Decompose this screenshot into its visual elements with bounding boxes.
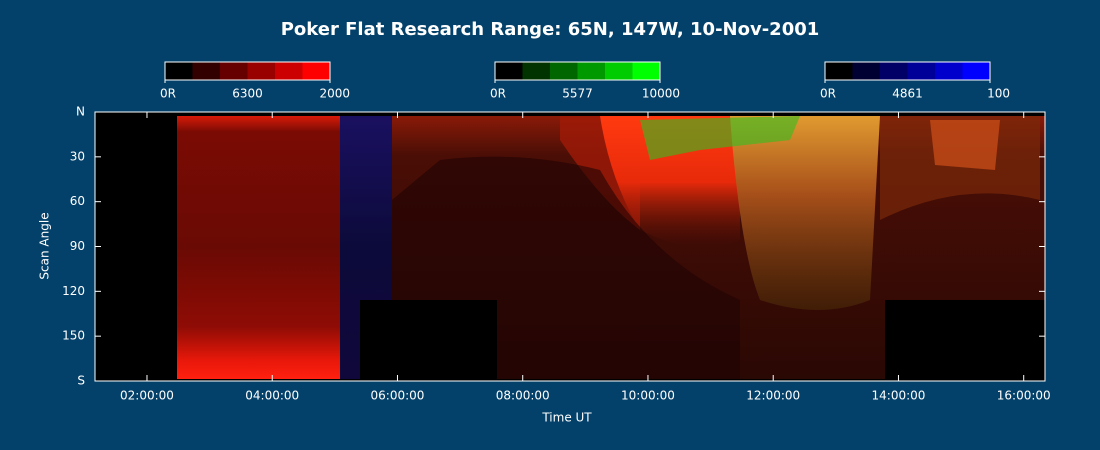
- colorbar-step: [577, 62, 605, 80]
- chart-title: Poker Flat Research Range: 65N, 147W, 10…: [281, 19, 820, 40]
- colorbar-tick-label: 100: [987, 87, 1010, 101]
- colorbar-step: [302, 62, 330, 80]
- x-tick-label: 02:00:00: [120, 389, 174, 403]
- colorbar-tick-label: 0R: [820, 87, 836, 101]
- y-tick-label: N: [76, 105, 85, 119]
- x-axis-label: Time UT: [541, 411, 592, 425]
- colorbar-step: [935, 62, 963, 80]
- y-tick-label: 90: [70, 239, 85, 253]
- colorbar-tick-label: 0R: [160, 87, 176, 101]
- colorbar-tick-label: 10000: [642, 87, 680, 101]
- x-tick-label: 10:00:00: [621, 389, 675, 403]
- colorbar-step: [247, 62, 275, 80]
- y-tick-label: 30: [70, 149, 85, 163]
- colorbar-name: 4861: [892, 87, 923, 101]
- colorbar-step: [825, 62, 853, 80]
- colorbar-step: [522, 62, 550, 80]
- keogram-image: [95, 112, 1045, 381]
- colorbar-step: [852, 62, 880, 80]
- y-tick-label: 60: [70, 194, 85, 208]
- y-tick-label: 120: [62, 284, 85, 298]
- colorbar-frame: [164, 61, 331, 81]
- colorbar-step: [632, 62, 660, 80]
- colorbar-step: [550, 62, 578, 80]
- y-axis-label: Scan Angle: [38, 212, 52, 279]
- colorbar-step: [495, 62, 523, 80]
- colorbar-tick-label: 0R: [490, 87, 506, 101]
- x-tick-label: 04:00:00: [245, 389, 299, 403]
- x-tick-label: 16:00:00: [997, 389, 1051, 403]
- colorbar-step: [962, 62, 990, 80]
- x-tick-label: 12:00:00: [746, 389, 800, 403]
- colorbar-step: [165, 62, 193, 80]
- x-tick-label: 08:00:00: [496, 389, 550, 403]
- y-tick-label: S: [77, 374, 85, 388]
- colorbar-step: [605, 62, 633, 80]
- y-tick-label: 150: [62, 329, 85, 343]
- colorbar-step: [275, 62, 303, 80]
- colorbar-frame: [824, 61, 991, 81]
- colorbar-name: 5577: [562, 87, 593, 101]
- colorbar-frame: [494, 61, 661, 81]
- colorbar-step: [907, 62, 935, 80]
- colorbar-step: [880, 62, 908, 80]
- colorbar-step: [192, 62, 220, 80]
- colorbar-name: 6300: [232, 87, 263, 101]
- x-tick-label: 14:00:00: [872, 389, 926, 403]
- colorbar-tick-label: 2000: [319, 87, 350, 101]
- x-tick-label: 06:00:00: [371, 389, 425, 403]
- colorbar-step: [220, 62, 248, 80]
